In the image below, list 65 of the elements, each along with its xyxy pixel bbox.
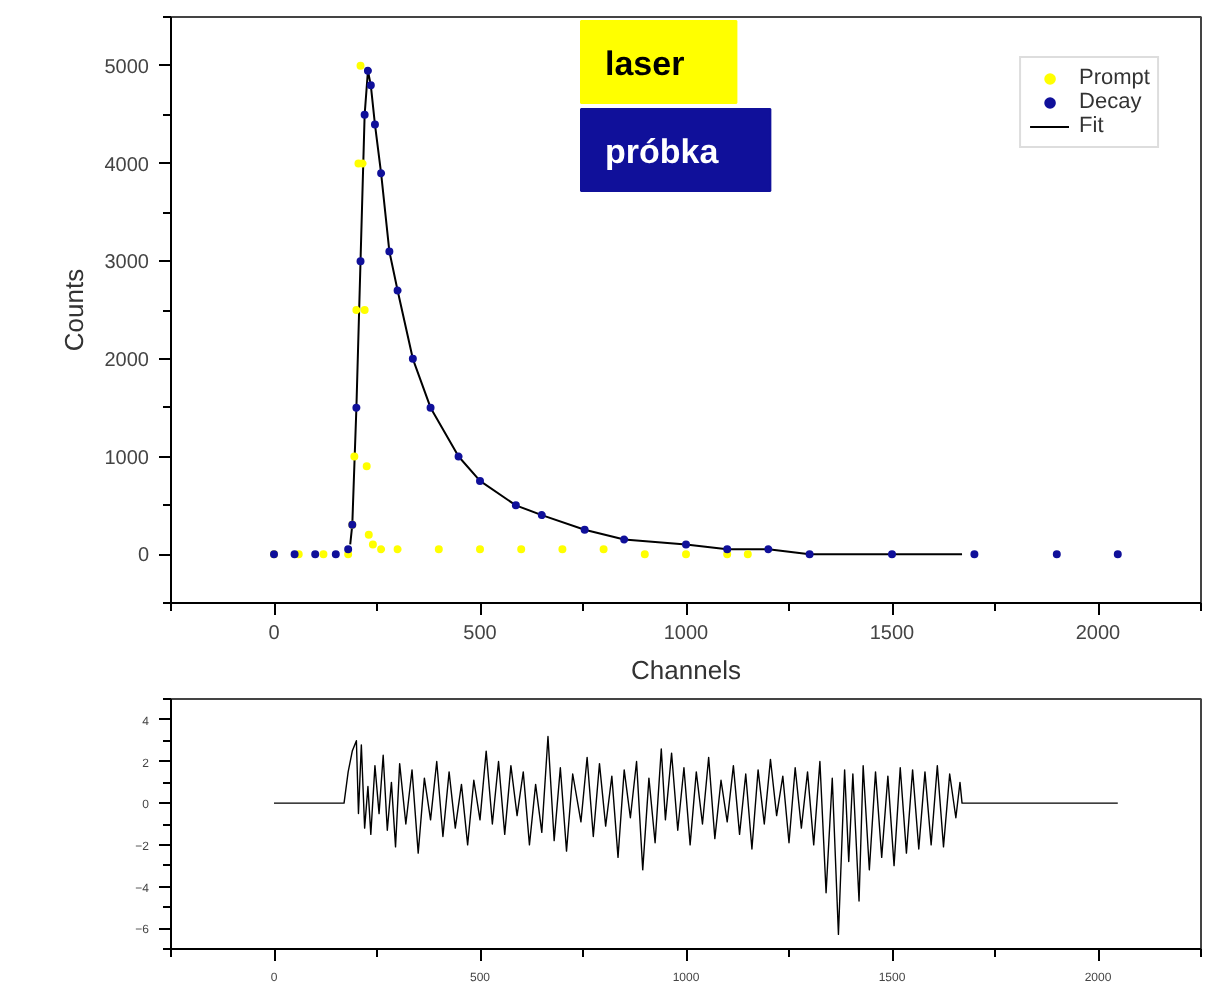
point [408,354,417,363]
point [682,550,690,559]
point [743,550,752,559]
point [368,540,377,549]
y-tick-label: 0 [137,545,150,568]
point [517,545,526,554]
legend-label: Fit [1079,114,1106,138]
point [682,540,690,549]
point [331,550,340,559]
x-tick-label: 0 [268,623,281,645]
y-tick-label: 2000 [104,349,150,372]
point [723,545,732,554]
annotation: laser [605,45,686,83]
point [888,550,896,559]
point [350,452,359,461]
x-tick-label: 1500 [869,623,916,645]
point [352,403,361,412]
point [311,550,320,559]
point [620,535,629,544]
point [362,462,371,471]
point [640,550,649,559]
point [319,550,328,559]
point [393,545,402,554]
point [599,545,608,554]
point [360,306,369,314]
point [393,286,402,295]
point [352,306,361,314]
y-tick-label: 3000 [104,252,150,275]
point [377,169,386,178]
line-series [273,735,1119,936]
point [805,550,814,559]
point [970,550,979,559]
legend-label: Decay [1079,90,1142,114]
point [476,476,484,485]
point [537,511,546,520]
legend-label: Prompt [1079,66,1150,90]
y-tick-label: 4000 [104,154,150,177]
point [454,452,463,461]
point [360,110,369,119]
point [1052,550,1061,559]
annotation: próbka [605,133,720,171]
x-tick-label: 2000 [1075,623,1122,645]
point [370,120,379,129]
point [364,530,373,539]
y-axis-title: Counts [58,267,89,352]
point [426,403,435,412]
point [764,545,773,554]
point [385,247,394,256]
point [377,545,386,554]
point [476,545,484,554]
y-tick-label: 1000 [104,447,150,470]
x-tick-label: 500 [463,623,498,645]
point [356,257,365,266]
point [366,81,375,90]
point [580,525,589,534]
x-axis-title: Channels [631,655,742,685]
point [344,545,353,554]
point [511,501,520,510]
point [558,545,567,554]
y-tick-label: 5000 [104,56,150,79]
point [1113,550,1122,559]
point [363,66,372,75]
point [356,61,365,70]
point [434,545,443,554]
x-tick-label: 1000 [663,623,710,645]
